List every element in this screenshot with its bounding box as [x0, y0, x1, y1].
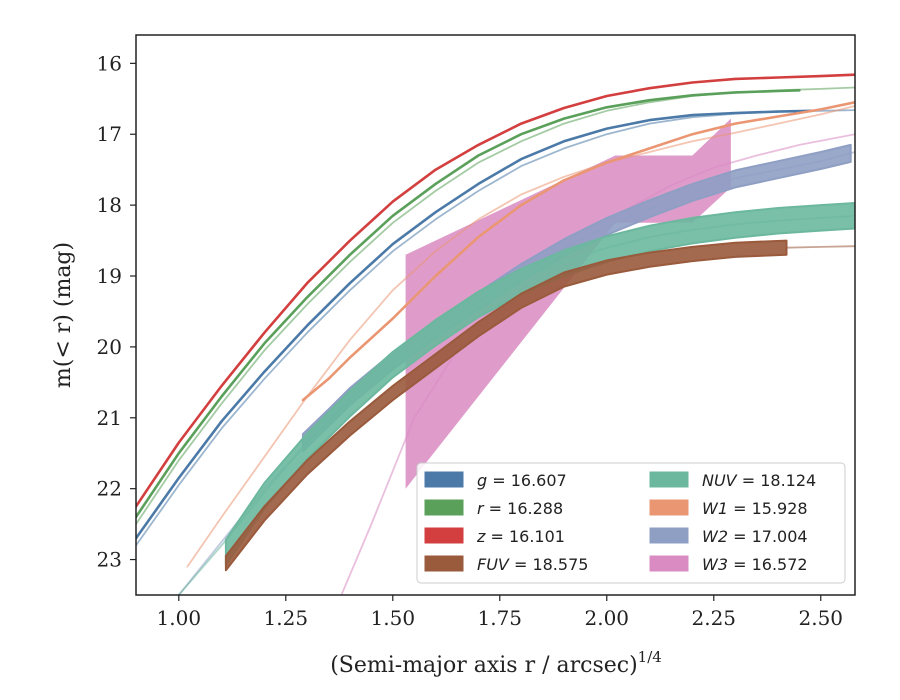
- x-axis: 1.00 1.25 1.50 1.75 2.00 2.25 2.50: [157, 595, 843, 630]
- y-tick-label: 17: [97, 122, 122, 146]
- x-tick-label: 2.25: [692, 606, 737, 630]
- legend-swatch-FUV: [424, 555, 464, 572]
- series-line-g-profile: [136, 109, 814, 540]
- y-tick-label: 23: [97, 548, 122, 572]
- series-line-r-profile: [136, 89, 801, 519]
- legend-label-FUV: FUV = 18.575: [477, 555, 588, 574]
- x-tick-label: 1.00: [157, 606, 202, 630]
- y-tick-label: 16: [97, 51, 122, 75]
- y-tick-label: 21: [97, 406, 122, 430]
- y-tick-label: 20: [97, 335, 122, 359]
- legend-label-z: z = 16.101: [476, 527, 565, 546]
- legend-swatch-W2: [649, 527, 689, 544]
- legend-swatch-W3: [649, 555, 689, 572]
- x-axis-title-superscript: 1/4: [638, 648, 662, 666]
- x-axis-title: (Semi-major axis r / arcsec)1/4: [330, 648, 662, 678]
- y-axis-title: m(< r) (mag): [51, 242, 76, 388]
- legend-label-r: r = 16.288: [477, 499, 563, 518]
- y-tick-label: 18: [97, 193, 122, 217]
- series-line-z-profile: [136, 73, 855, 508]
- legend-label-W3: W3 = 16.572: [702, 555, 808, 574]
- series-line-W1-model: [186, 105, 855, 568]
- series-line-FUV-model: [785, 245, 855, 249]
- y-axis: 16 17 18 19 20 21 22 23: [97, 51, 136, 572]
- x-tick-label: 1.75: [478, 606, 523, 630]
- legend-label-NUV: NUV = 18.124: [702, 471, 816, 490]
- plot-area: [136, 73, 855, 595]
- series-line-W1-profile: [301, 101, 855, 402]
- x-tick-label: 2.50: [798, 606, 843, 630]
- x-tick-label: 1.50: [371, 606, 416, 630]
- legend: g = 16.607 r = 16.288 z = 16.101 FUV = 18.5…: [416, 462, 846, 584]
- legend-swatch-z: [424, 527, 464, 544]
- legend-swatch-g: [424, 471, 464, 488]
- legend-label-W1: W1 = 15.928: [702, 499, 808, 518]
- legend-label-W2: W2 = 17.004: [702, 527, 808, 546]
- series-band-FUV: [224, 239, 788, 572]
- legend-swatch-r: [424, 499, 464, 516]
- legend-swatch-NUV: [649, 471, 689, 488]
- series-band-NUV: [224, 202, 855, 567]
- legend-swatch-W1: [649, 499, 689, 516]
- legend-frame: [416, 462, 846, 584]
- y-tick-label: 19: [97, 264, 122, 288]
- y-tick-label: 22: [97, 477, 122, 501]
- x-tick-label: 1.25: [264, 606, 309, 630]
- legend-label-g: g = 16.607: [477, 471, 567, 490]
- x-tick-label: 2.00: [585, 606, 630, 630]
- plot-frame: [135, 34, 856, 596]
